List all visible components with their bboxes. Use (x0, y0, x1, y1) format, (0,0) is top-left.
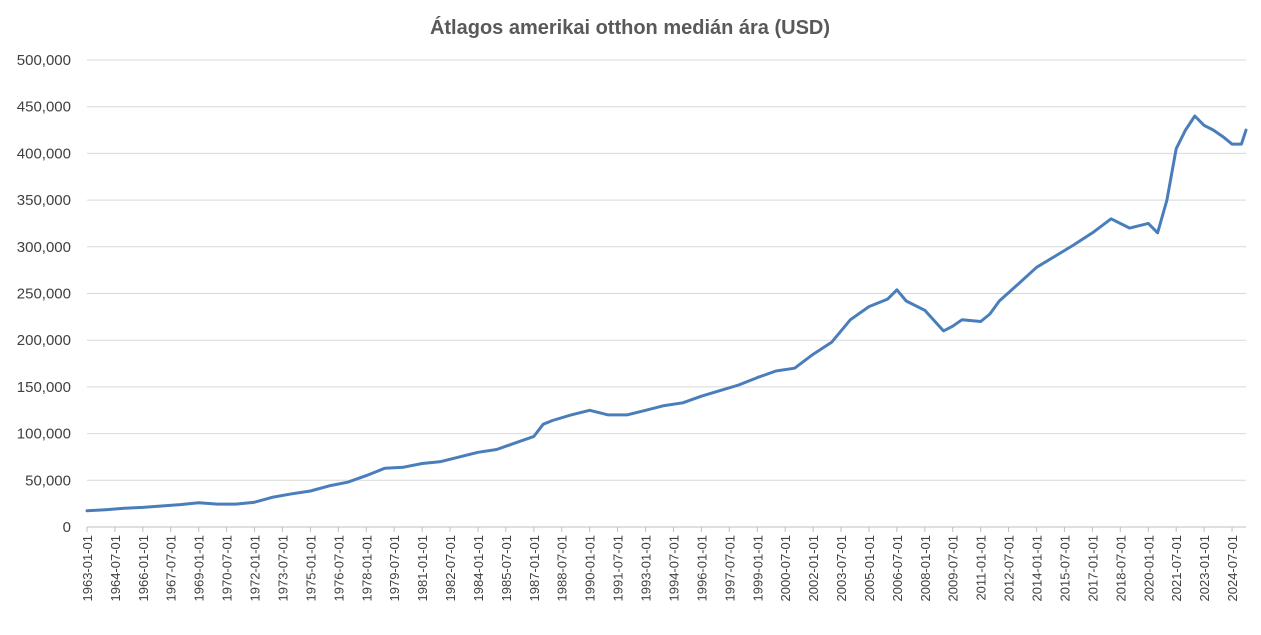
x-tick-label: 1978-01-01 (359, 535, 374, 602)
x-tick-label: 2017-01-01 (1085, 535, 1100, 602)
x-tick-label: 2012-07-01 (1002, 535, 1017, 602)
y-tick-label: 300,000 (17, 239, 71, 256)
x-tick-label: 1972-01-01 (248, 535, 263, 602)
x-tick-label: 1996-01-01 (694, 535, 709, 602)
x-tick-label: 1984-01-01 (471, 535, 486, 602)
x-tick-label: 2014-01-01 (1030, 535, 1045, 602)
series-line (85, 114, 1248, 513)
x-tick-label: 2015-07-01 (1057, 535, 1072, 602)
x-tick-label: 1979-07-01 (387, 535, 402, 602)
x-tick-label: 2020-01-01 (1141, 535, 1156, 602)
x-tick-label: 1982-07-01 (443, 535, 458, 602)
x-tick-label: 1997-07-01 (722, 535, 737, 602)
x-tick-label: 1973-07-01 (275, 535, 290, 602)
x-tick-label: 1985-07-01 (499, 535, 514, 602)
y-tick-label: 400,000 (17, 145, 71, 162)
y-tick-label: 350,000 (17, 192, 71, 209)
x-tick-label: 1976-07-01 (331, 535, 346, 602)
x-tick-label: 1999-01-01 (750, 535, 765, 602)
y-tick-label: 250,000 (17, 286, 71, 303)
x-tick-label: 1964-07-01 (108, 535, 123, 602)
x-tick-label: 1987-01-01 (527, 535, 542, 602)
y-tick-label: 100,000 (17, 426, 71, 443)
y-tick-label: 50,000 (25, 472, 71, 489)
x-tick-label: 1990-01-01 (583, 535, 598, 602)
gridlines (87, 59, 1246, 528)
x-tick-label: 2023-01-01 (1197, 535, 1212, 602)
series-layer (85, 114, 1248, 513)
x-tick-label: 2002-01-01 (806, 535, 821, 602)
x-axis: 1963-01-01 1964-07-01 1966-01-01 1967-07-01… (80, 527, 1240, 602)
x-tick-label: 1967-07-01 (164, 535, 179, 602)
x-tick-label: 1969-01-01 (192, 535, 207, 602)
x-tick-label: 1975-01-01 (303, 535, 318, 602)
y-tick-label: 200,000 (17, 332, 71, 349)
x-tick-label: 2018-07-01 (1113, 535, 1128, 602)
y-tick-label: 150,000 (17, 379, 71, 396)
x-tick-label: 2024-07-01 (1225, 535, 1240, 602)
x-tick-label: 1963-01-01 (80, 535, 95, 602)
y-tick-label: 500,000 (17, 52, 71, 69)
x-tick-label: 1994-07-01 (666, 535, 681, 602)
x-tick-label: 2003-07-01 (834, 535, 849, 602)
x-tick-label: 1970-07-01 (220, 535, 235, 602)
x-tick-label: 2006-07-01 (890, 535, 905, 602)
x-tick-label: 2005-01-01 (862, 535, 877, 602)
y-axis: 0 50,000 100,000 150,000 200,000 250,000 300,0… (17, 52, 71, 536)
x-tick-label: 1988-07-01 (555, 535, 570, 602)
x-tick-label: 1993-01-01 (639, 535, 654, 602)
y-tick-label: 450,000 (17, 99, 71, 116)
x-tick-label: 2011-01-01 (974, 535, 989, 601)
y-tick-label: 0 (63, 519, 71, 536)
x-tick-label: 1991-07-01 (611, 535, 626, 602)
x-tick-label: 1966-01-01 (136, 535, 151, 602)
x-tick-label: 2000-07-01 (778, 535, 793, 602)
x-tick-label: 2021-07-01 (1169, 535, 1184, 602)
x-tick-label: 2008-01-01 (918, 535, 933, 602)
x-tick-label: 1981-01-01 (415, 535, 430, 602)
chart-title: Átlagos amerikai otthon medián ára (USD) (430, 16, 830, 39)
x-tick-label: 2009-07-01 (946, 535, 961, 602)
